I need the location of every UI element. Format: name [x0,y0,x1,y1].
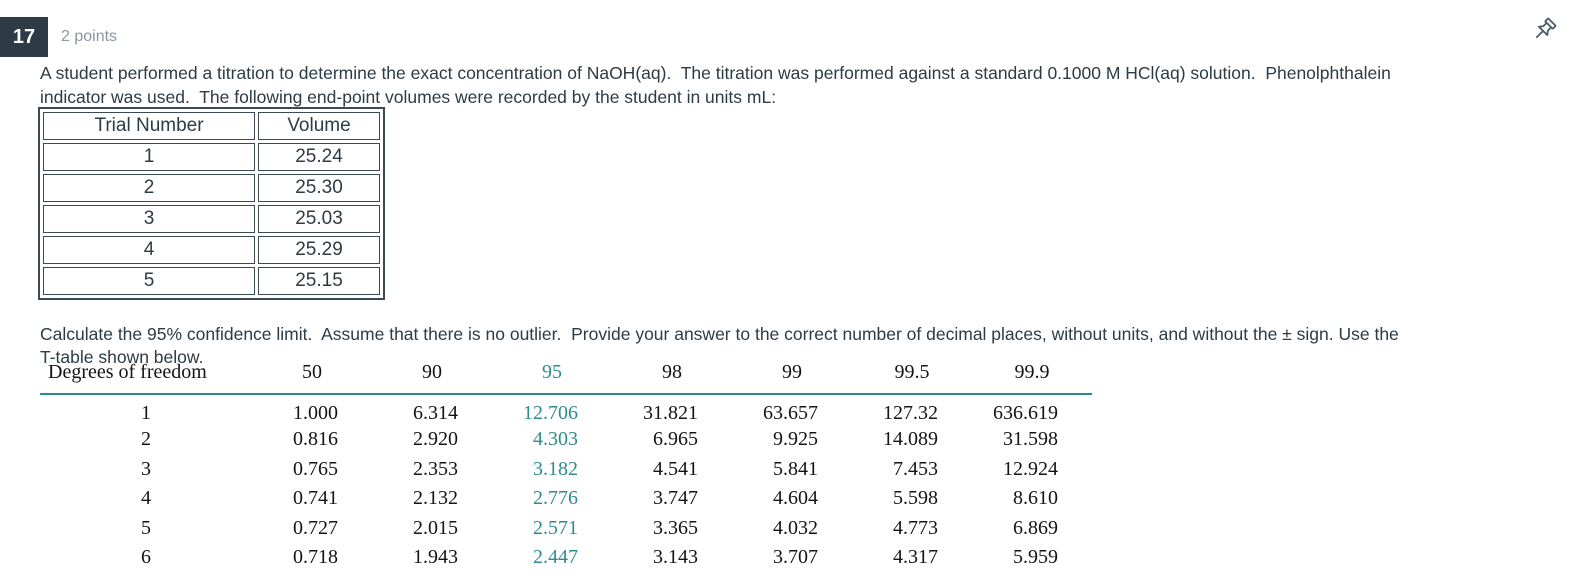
df-cell: 6 [141,546,151,569]
t-value-cell: 7.453 [893,457,938,480]
t-value-cell: 31.821 [643,402,698,424]
volume-cell: 25.29 [258,236,380,264]
t-table-row: 4 0.741 2.132 2.776 3.747 4.604 5.598 8.… [40,484,1092,514]
t-value-cell: 5.959 [1013,546,1058,569]
df-cell: 1 [141,402,151,424]
t-value-cell: 3.365 [653,516,698,539]
df-cell: 2 [141,428,151,451]
question-text-line: indicator was used. The following end-po… [40,87,777,107]
t-value-cell-highlighted: 2.776 [533,487,578,510]
t-value-cell-highlighted: 2.447 [533,546,578,569]
question-text: A student performed a titration to deter… [40,61,1391,109]
t-value-cell: 0.741 [293,487,338,510]
t-table-header-row: Degrees of freedom 50 90 95 98 99 99.5 9… [40,361,1092,395]
t-value-cell: 4.541 [653,457,698,480]
t-value-cell: 2.353 [413,457,458,480]
pushpin-icon [1535,17,1557,39]
t-value-cell: 3.707 [773,546,818,569]
volume-cell: 25.24 [258,143,380,171]
trial-number-cell: 5 [43,267,255,295]
trial-number-cell: 3 [43,205,255,233]
t-value-cell: 6.314 [413,402,458,424]
volumes-table: Trial Number Volume 1 25.24 2 25.30 3 25… [38,107,385,300]
confidence-level-header: 50 [252,361,372,395]
t-value-cell: 31.598 [1003,428,1058,451]
df-cell: 4 [141,487,151,510]
t-value-cell: 8.610 [1013,487,1058,510]
trial-number-cell: 1 [43,143,255,171]
t-value-cell: 63.657 [763,402,818,424]
table-row: 1 25.24 [43,143,380,171]
t-value-cell: 4.032 [773,516,818,539]
t-value-cell: 3.747 [653,487,698,510]
question-number-badge: 17 [0,17,48,57]
t-value-cell: 9.925 [773,428,818,451]
t-value-cell-highlighted: 4.303 [533,428,578,451]
t-value-cell: 3.143 [653,546,698,569]
confidence-level-header: 99.9 [972,361,1092,395]
df-cell: 5 [141,516,151,539]
trial-number-cell: 4 [43,236,255,264]
t-value-cell: 4.317 [893,546,938,569]
table-row: 3 25.03 [43,205,380,233]
t-value-cell-highlighted: 12.706 [523,402,578,424]
t-value-cell: 0.727 [293,516,338,539]
volume-cell: 25.15 [258,267,380,295]
t-table-row: 5 0.727 2.015 2.571 3.365 4.032 4.773 6.… [40,514,1092,544]
t-value-cell: 5.598 [893,487,938,510]
df-column-header: Degrees of freedom [40,361,252,395]
trial-number-cell: 2 [43,174,255,202]
question-text-line: A student performed a titration to deter… [40,63,1391,83]
volume-cell: 25.30 [258,174,380,202]
question-text-line: Calculate the 95% confidence limit. Assu… [40,324,1399,344]
t-value-cell: 6.869 [1013,516,1058,539]
t-table-row: 1 1.000 6.314 12.706 31.821 63.657 127.3… [40,394,1092,425]
bookmark-question-button[interactable] [1528,14,1560,46]
volumes-col-header: Volume [258,112,380,140]
t-value-cell-highlighted: 2.571 [533,516,578,539]
t-value-cell: 2.015 [413,516,458,539]
t-table-row: 2 0.816 2.920 4.303 6.965 9.925 14.089 3… [40,425,1092,455]
question-text-2: Calculate the 95% confidence limit. Assu… [40,323,1399,368]
table-row: 4 25.29 [43,236,380,264]
t-value-cell: 1.000 [293,402,338,424]
t-value-cell: 4.773 [893,516,938,539]
confidence-level-header: 90 [372,361,492,395]
t-table-row: 3 0.765 2.353 3.182 4.541 5.841 7.453 12… [40,455,1092,485]
t-value-cell: 0.816 [293,428,338,451]
confidence-level-header: 99 [732,361,852,395]
t-value-cell: 14.089 [883,428,938,451]
t-value-cell: 0.765 [293,457,338,480]
t-value-cell: 636.619 [993,402,1058,424]
t-value-cell: 127.32 [883,402,938,424]
table-row: 5 25.15 [43,267,380,295]
volumes-table-header-row: Trial Number Volume [43,112,380,140]
t-value-cell: 0.718 [293,546,338,569]
volumes-col-header: Trial Number [43,112,255,140]
t-value-cell: 12.924 [1003,457,1058,480]
t-value-cell: 1.943 [413,546,458,569]
confidence-level-header-highlighted: 95 [492,361,612,395]
volume-cell: 25.03 [258,205,380,233]
t-table-row: 6 0.718 1.943 2.447 3.143 3.707 4.317 5.… [40,543,1092,573]
confidence-level-header: 98 [612,361,732,395]
table-row: 2 25.30 [43,174,380,202]
t-value-cell: 2.920 [413,428,458,451]
df-cell: 3 [141,457,151,480]
question-header: 17 2 points [0,17,117,57]
t-value-cell: 6.965 [653,428,698,451]
t-value-cell-highlighted: 3.182 [533,457,578,480]
question-points-label: 2 points [61,28,118,45]
confidence-level-header: 99.5 [852,361,972,395]
t-table: Degrees of freedom 50 90 95 98 99 99.5 9… [40,361,1092,573]
t-value-cell: 4.604 [773,487,818,510]
t-value-cell: 5.841 [773,457,818,480]
t-value-cell: 2.132 [413,487,458,510]
